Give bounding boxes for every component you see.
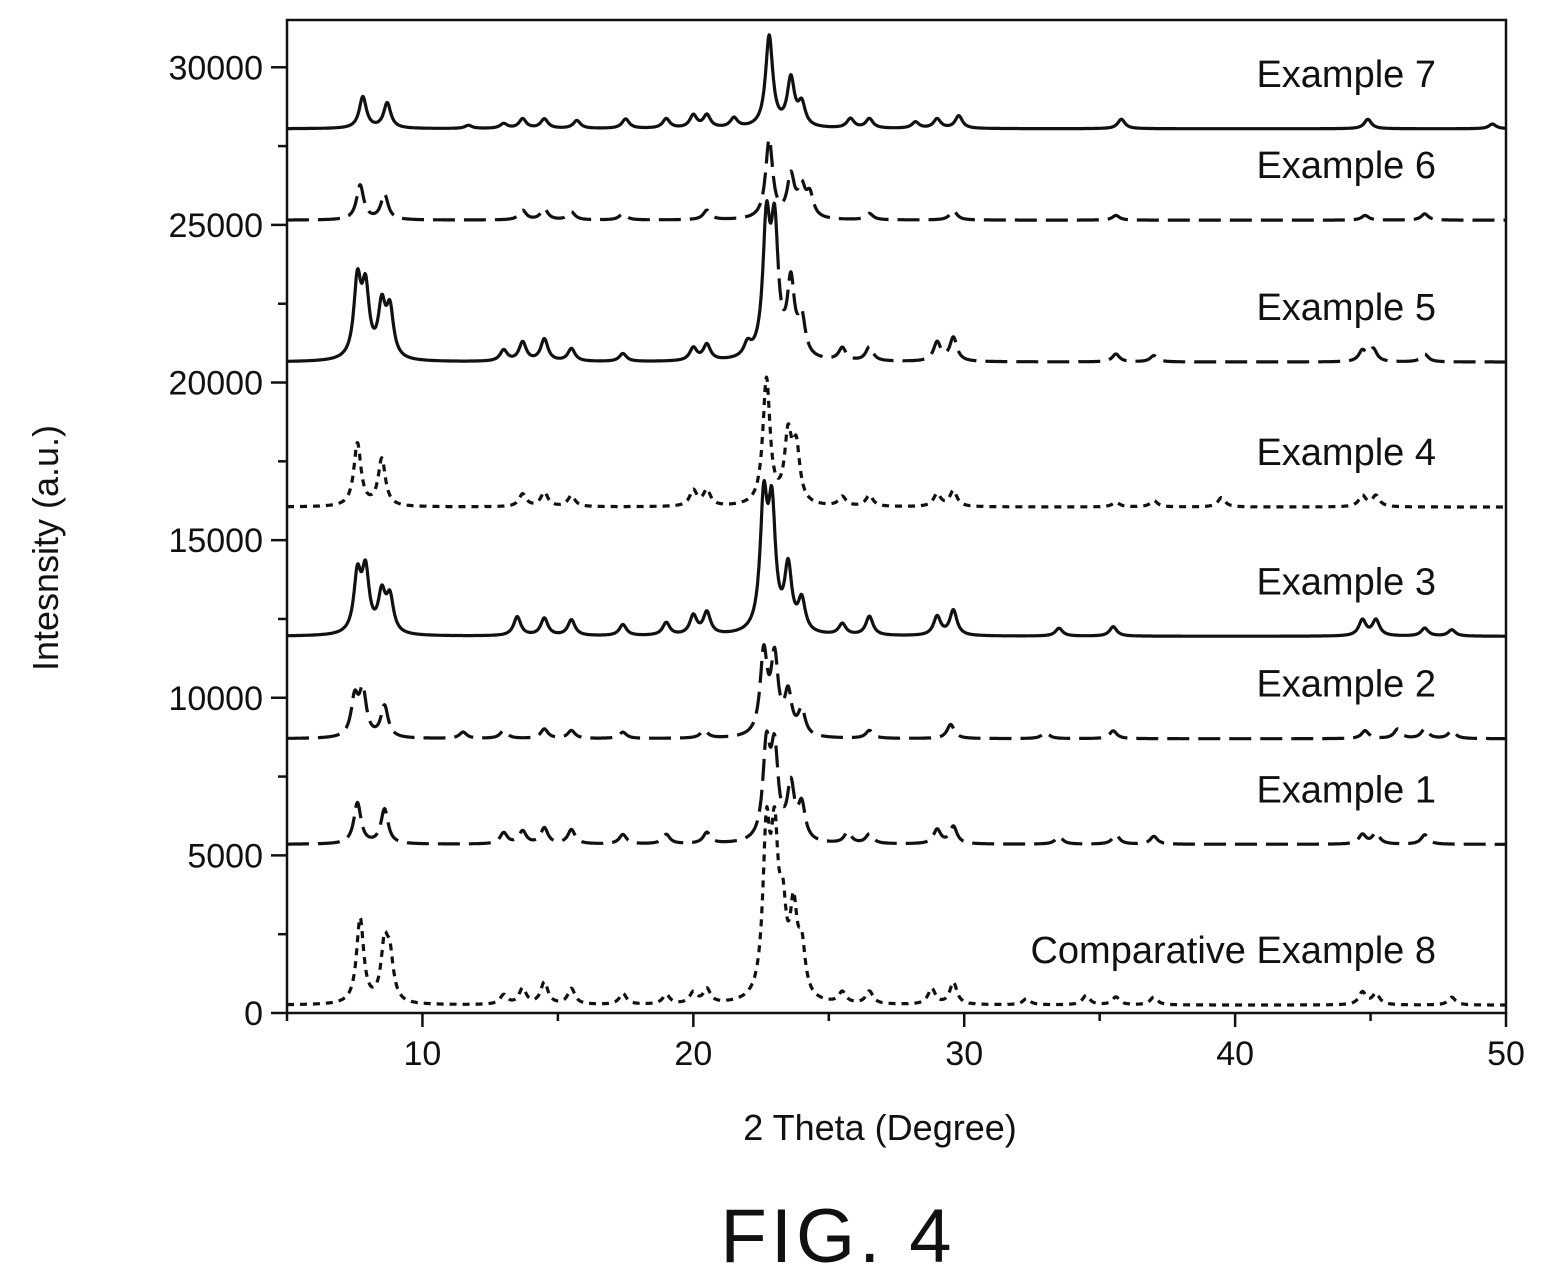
series-label: Example 4 bbox=[1256, 432, 1436, 474]
series-label: Comparative Example 8 bbox=[1030, 930, 1436, 972]
series-labels: Comparative Example 8 Example 1 Example 2 E… bbox=[1030, 54, 1436, 972]
x-tick-label: 10 bbox=[404, 1035, 442, 1073]
series-label: Example 3 bbox=[1256, 561, 1436, 603]
x-tick-label: 50 bbox=[1487, 1035, 1525, 1073]
x-axis: 10 20 30 40 50 bbox=[285, 1013, 1525, 1073]
plot-area: Comparative Example 8 Example 1 Example 2 E… bbox=[285, 18, 1508, 1015]
series-line bbox=[285, 479, 1508, 638]
figure-caption: FIG. 4 bbox=[720, 1194, 955, 1279]
series-group bbox=[285, 33, 1508, 1007]
plot-frame bbox=[285, 18, 1508, 1015]
y-axis-title: Intesnsity (a.u.) bbox=[25, 425, 66, 671]
series-line bbox=[285, 375, 1508, 509]
y-tick-label: 20000 bbox=[168, 365, 263, 403]
series-label: Example 2 bbox=[1256, 664, 1436, 706]
series-label: Example 5 bbox=[1256, 287, 1436, 329]
series-line bbox=[285, 33, 1508, 131]
series-line bbox=[285, 137, 1508, 222]
series-line-dashed-part bbox=[775, 247, 1508, 364]
y-tick-label: 10000 bbox=[168, 680, 263, 718]
series-line bbox=[285, 729, 1508, 846]
series-line-solid-part bbox=[285, 199, 779, 363]
x-axis-title: 2 Theta (Degree) bbox=[743, 1107, 1016, 1148]
y-tick-label: 25000 bbox=[168, 207, 263, 245]
x-tick-label: 30 bbox=[945, 1035, 983, 1073]
y-tick-label: 5000 bbox=[187, 837, 263, 875]
series-line bbox=[285, 805, 1508, 1007]
x-tick-label: 20 bbox=[674, 1035, 712, 1073]
x-tick-label: 40 bbox=[1216, 1035, 1254, 1073]
y-tick-label: 30000 bbox=[168, 49, 263, 87]
y-tick-label: 15000 bbox=[168, 522, 263, 560]
series-label: Example 7 bbox=[1256, 54, 1436, 96]
series-label: Example 6 bbox=[1256, 145, 1436, 187]
series-line bbox=[285, 643, 1508, 741]
series-label: Example 1 bbox=[1256, 769, 1436, 811]
y-tick-label: 0 bbox=[244, 995, 263, 1033]
y-axis: 0 5000 10000 15000 20000 25000 30000 bbox=[168, 49, 287, 1033]
